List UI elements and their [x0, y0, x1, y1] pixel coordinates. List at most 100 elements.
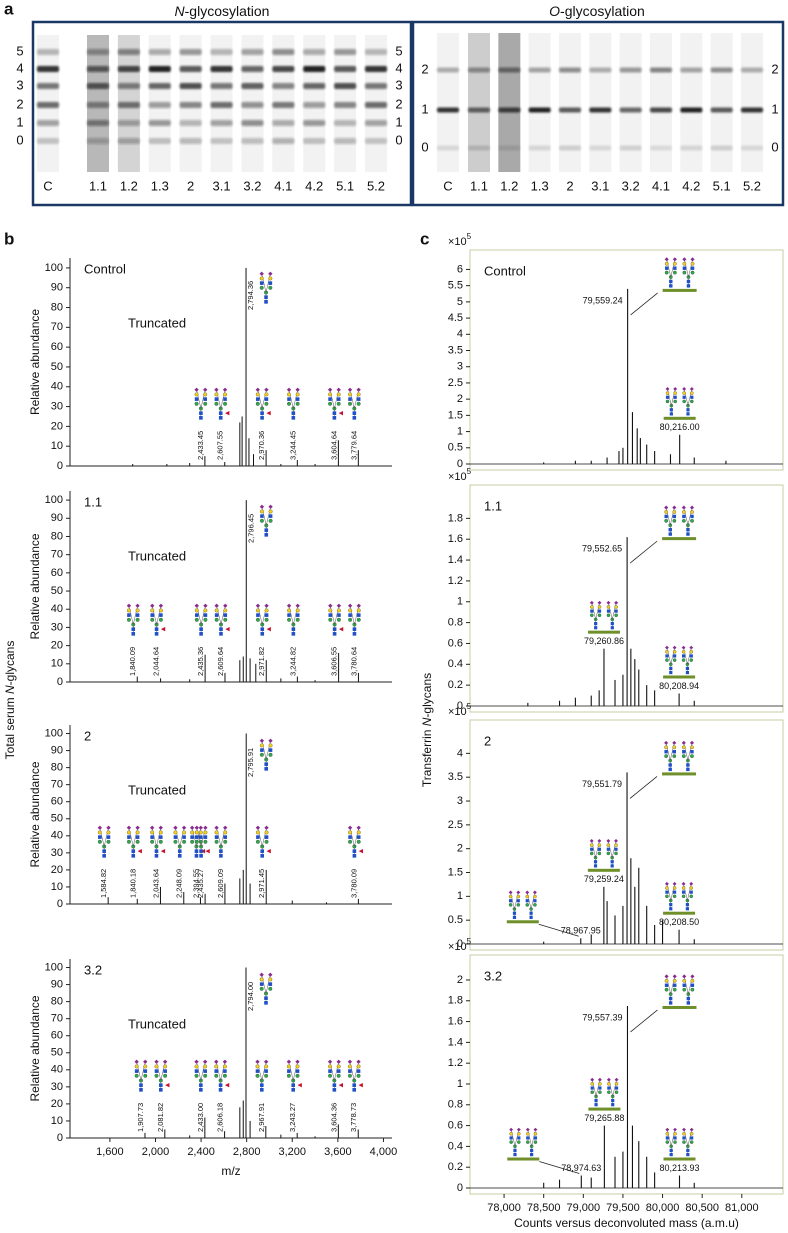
glycan-circle: [665, 399, 670, 404]
glycan-square: [356, 613, 361, 617]
y-tick-label: 4: [457, 328, 463, 340]
x-tick-label: 78,000: [487, 1202, 521, 1214]
gel-band: [468, 145, 490, 151]
glycan-diamond: [347, 825, 353, 830]
y-tick-label: 60: [51, 1030, 63, 1042]
glycan-circle: [222, 1064, 227, 1069]
glycan-square: [287, 397, 291, 401]
glycan-circle: [665, 894, 669, 899]
lane-label: 2: [566, 178, 573, 193]
gel-band: [272, 66, 295, 72]
glycan-circle: [259, 977, 264, 982]
glycan-circle: [533, 903, 537, 907]
glycan-circle: [689, 1140, 694, 1144]
peak-label: 2,796.45: [246, 514, 255, 543]
glycan-icon: [347, 387, 361, 420]
glycan-circle: [673, 399, 677, 404]
glycan-diamond: [97, 825, 103, 830]
glycan-square: [214, 1069, 219, 1073]
glycan-circle: [295, 617, 300, 622]
glycan-diamond: [681, 505, 686, 510]
panel-annotation: 2: [484, 733, 491, 748]
glycan-circle: [328, 392, 333, 397]
lane-label: 3.2: [243, 178, 261, 193]
glycan-square: [131, 632, 136, 636]
gel-band: [528, 67, 551, 73]
glycan-square: [198, 835, 203, 839]
peak-label: 2,394.55: [191, 869, 200, 898]
glycan-square: [194, 1069, 199, 1073]
y-tick-label: 0.8: [448, 617, 463, 629]
y-tick-label: 0: [457, 458, 463, 470]
gel-band: [87, 120, 109, 126]
glycan-square: [219, 849, 223, 853]
peak-label: 1,907.73: [136, 1103, 145, 1132]
glycan-circle: [214, 830, 219, 835]
y-tick-label: 10: [51, 658, 63, 670]
glycan-diamond: [509, 1127, 514, 1132]
glycan-square: [590, 847, 594, 851]
band-label: 2: [395, 96, 402, 111]
glycan-square: [533, 1136, 538, 1140]
glycan-circle: [356, 608, 361, 613]
y-axis-label: Relative abundance: [28, 761, 42, 867]
glycan-square: [352, 411, 357, 415]
glycan-circle: [158, 839, 163, 844]
gel-band: [528, 107, 551, 113]
peak-label: 80,216.00: [660, 422, 700, 432]
gel-band: [437, 67, 459, 73]
lane-label: 1.3: [151, 178, 169, 193]
multiplier-exponent: 5: [467, 232, 472, 241]
multiplier-base: ×10: [448, 236, 467, 248]
glycan-circle: [690, 270, 695, 275]
glycan-square: [291, 416, 296, 420]
gel-band: [241, 138, 264, 144]
glycan-diamond: [255, 603, 261, 608]
glycan-icon: [194, 603, 208, 636]
y-tick-label: 0.6: [448, 637, 463, 649]
glycan-circle: [347, 1073, 352, 1078]
glycan-circle: [255, 617, 260, 622]
y-tick-label: 1.8: [448, 512, 463, 524]
y-tick-label: 1.8: [448, 995, 463, 1007]
glycan-icon: [682, 387, 694, 416]
peak-label: 79,265.88: [584, 1113, 624, 1123]
peak-label: 2,971.82: [257, 647, 266, 676]
glycan-circle: [348, 617, 353, 622]
glycan-square: [199, 849, 203, 853]
glycan-square: [611, 1098, 615, 1103]
glycan-icon: [682, 974, 695, 1005]
glycan-circle: [682, 270, 687, 275]
glycan-circle: [194, 1064, 199, 1069]
band-label: 5: [395, 43, 402, 58]
glycan-square: [668, 996, 673, 1001]
glycan-square: [194, 854, 199, 858]
y-tick-label: 1.6: [448, 533, 463, 545]
glycan-circle: [223, 839, 228, 844]
y-tick-label: 3: [457, 361, 463, 373]
glycan-circle: [689, 894, 693, 899]
gel-band: [241, 120, 264, 126]
glycan-circle: [614, 1082, 619, 1086]
glycan-circle: [255, 839, 260, 844]
glycan-diamond: [149, 825, 155, 830]
glycan-diamond: [259, 972, 264, 977]
gel-band: [498, 67, 521, 73]
glycan-diamond: [347, 387, 353, 392]
glycan-square: [328, 1069, 332, 1073]
gel-band: [680, 145, 703, 151]
glycan-diamond: [508, 890, 513, 895]
glycan-square: [223, 613, 228, 617]
glycan-circle: [597, 843, 602, 847]
glycan-diamond: [214, 387, 219, 392]
glycan-diamond: [597, 1077, 602, 1082]
glycan-triangle: [358, 1083, 363, 1088]
gel-band: [559, 107, 581, 113]
gel-title: N-glycosylation: [175, 3, 270, 19]
glycan-circle: [198, 406, 203, 411]
y-tick-label: 1.2: [448, 1057, 463, 1069]
band-label: 0: [16, 132, 23, 147]
glycan-diamond: [158, 603, 164, 608]
glycan-square: [356, 397, 361, 401]
glycan-square: [255, 1069, 260, 1073]
